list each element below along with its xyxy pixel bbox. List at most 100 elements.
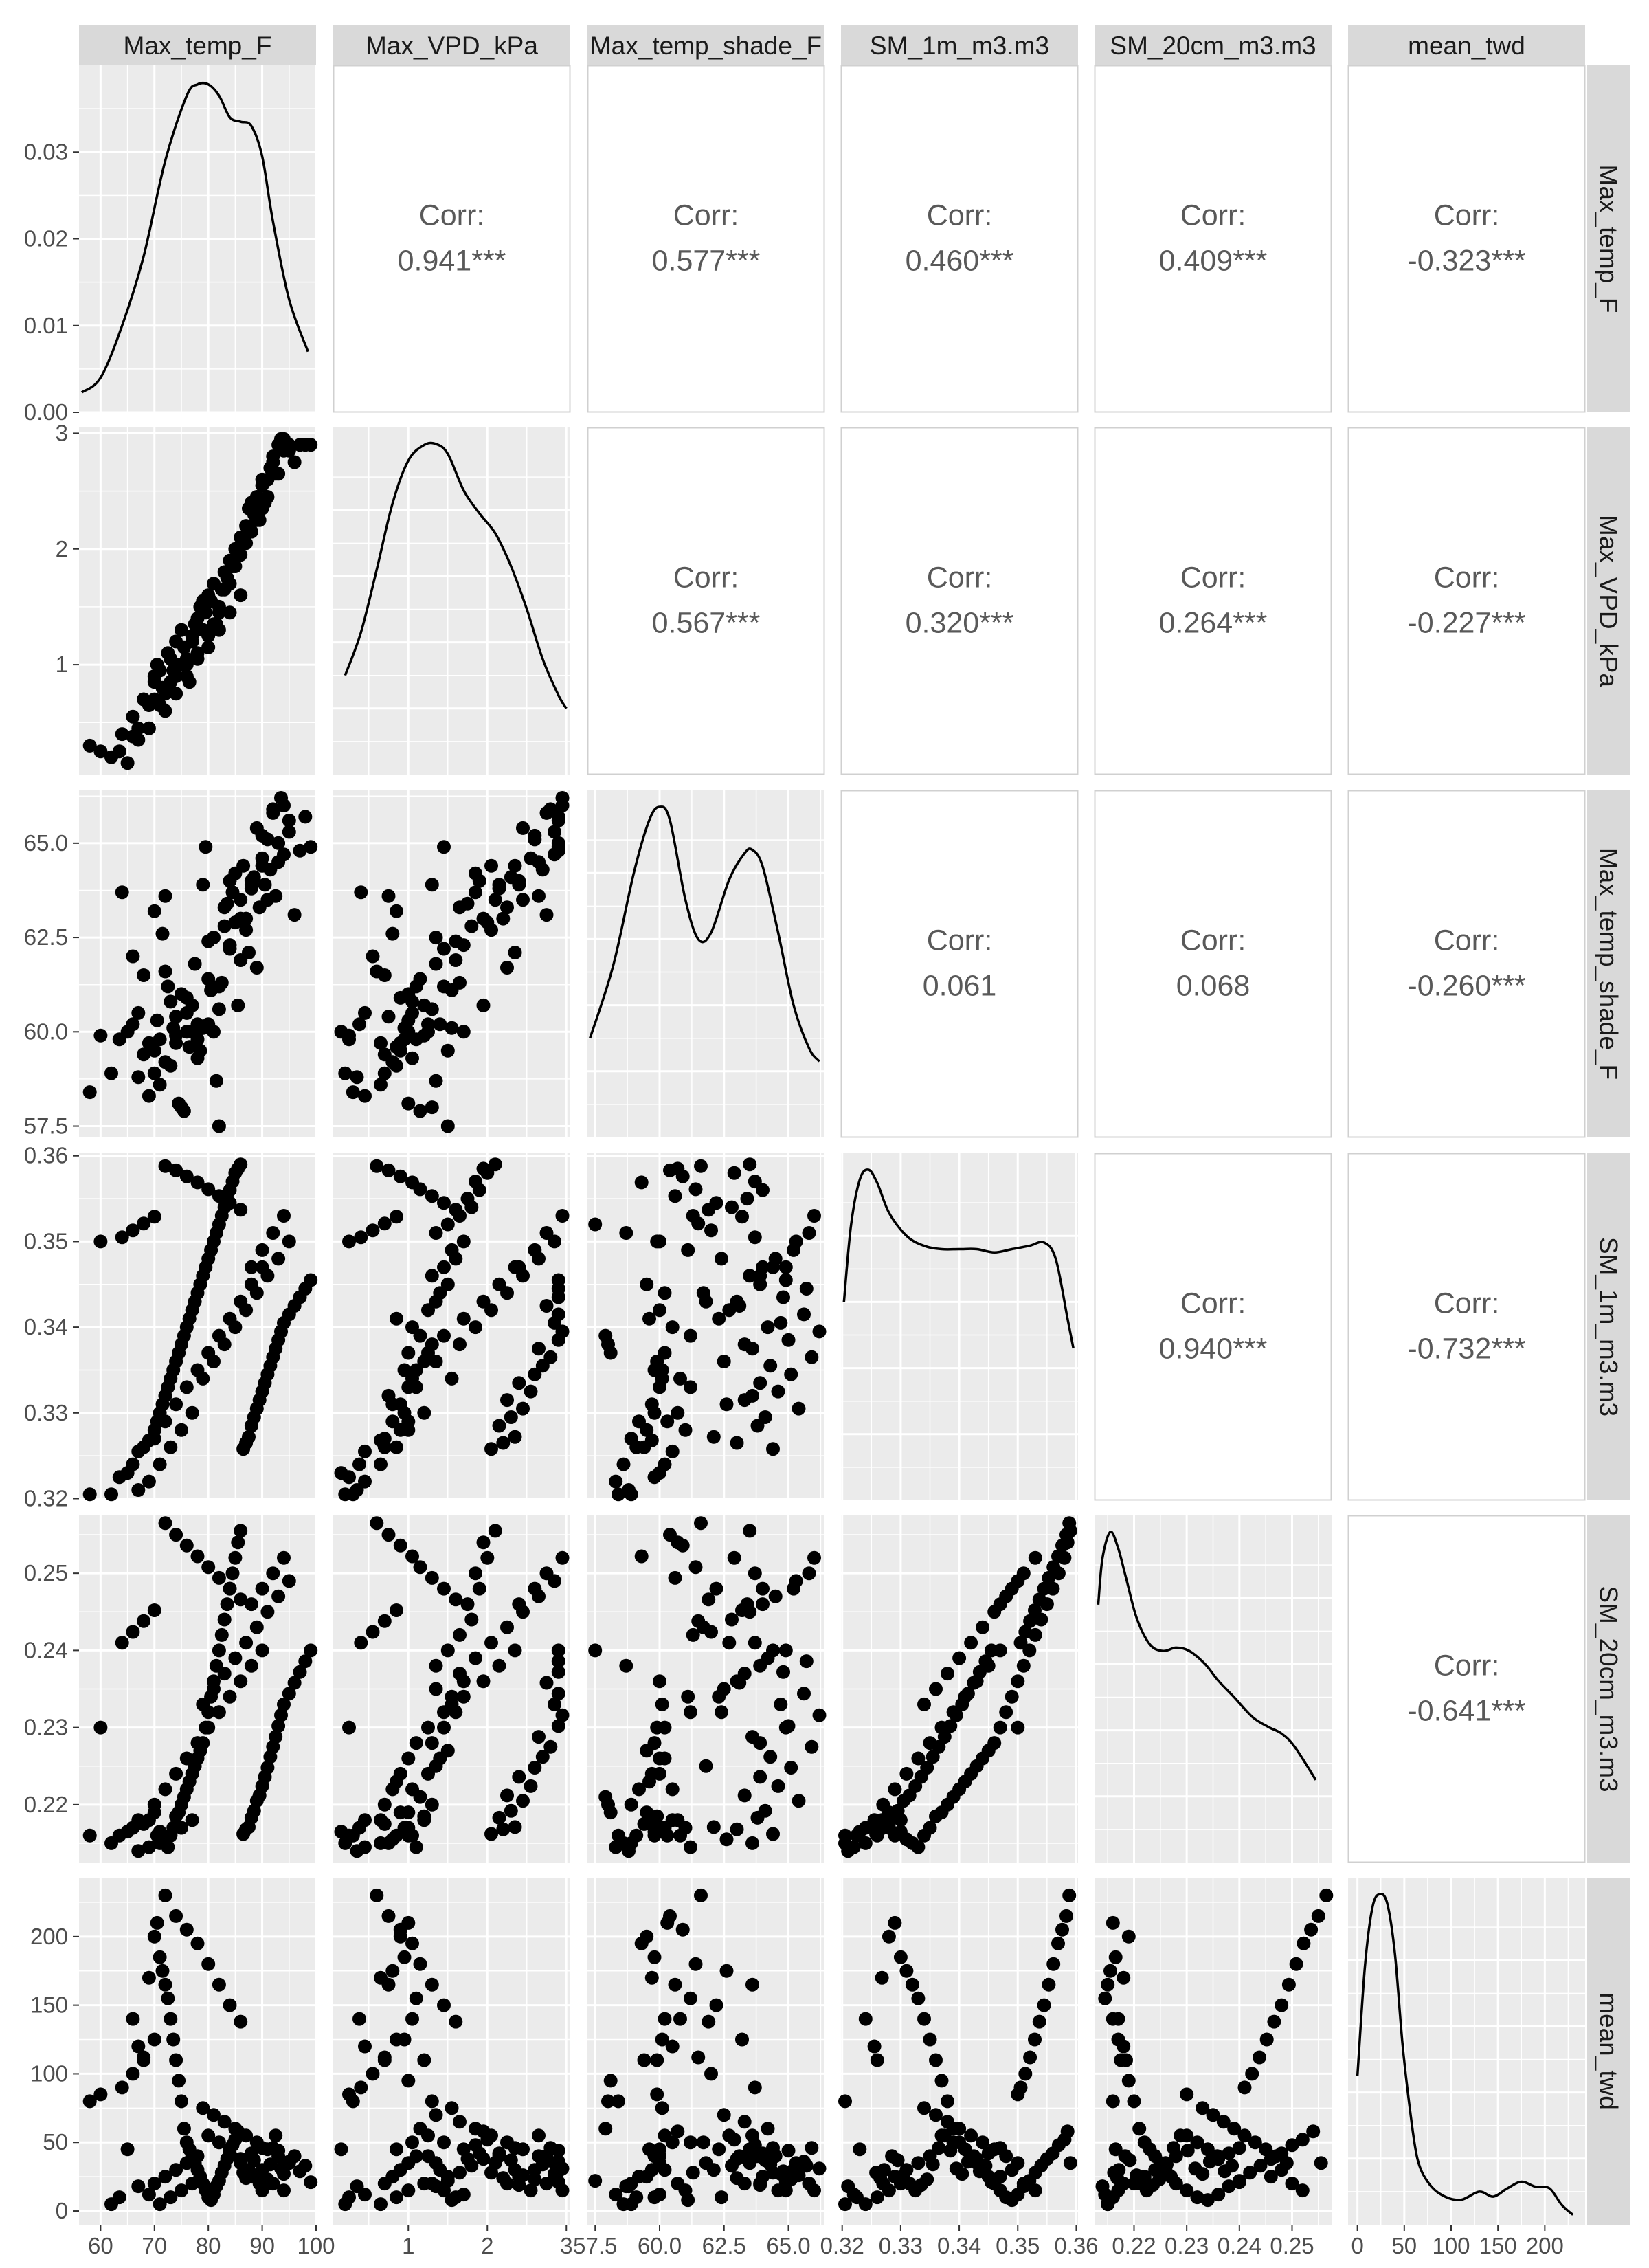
x-tick-label: 90 xyxy=(249,2233,275,2258)
scatter-point xyxy=(725,1200,739,1214)
scatter-point xyxy=(740,1192,754,1206)
scatter-point xyxy=(234,893,248,907)
x-tick-label: 0.32 xyxy=(820,2233,864,2258)
scatter-point xyxy=(841,2179,855,2194)
scatter-point xyxy=(1306,2124,1321,2139)
scatter-point xyxy=(381,1163,396,1177)
scatter-point xyxy=(551,1665,565,1679)
scatter-point xyxy=(374,1457,388,1471)
scatter-point xyxy=(201,1346,216,1360)
scatter-point xyxy=(516,1794,530,1808)
scatter-point xyxy=(681,1243,695,1257)
scatter-point xyxy=(1169,2149,1183,2164)
scatter-point xyxy=(137,692,151,707)
scatter-point xyxy=(882,1929,896,1944)
scatter-point xyxy=(120,2142,135,2157)
scatter-point xyxy=(488,1157,502,1172)
scatter-point xyxy=(644,1766,659,1781)
scatter-point xyxy=(358,2039,372,2054)
scatter-point xyxy=(266,1566,280,1581)
scatter-point xyxy=(1028,1603,1042,1617)
x-tick-label: 100 xyxy=(297,2233,335,2258)
scatter-point xyxy=(766,1442,780,1456)
scatter-point xyxy=(876,2177,890,2191)
scatter-point xyxy=(792,1794,806,1808)
scatter-point xyxy=(393,1766,407,1781)
scatter-point xyxy=(1119,2053,1133,2067)
scatter-point xyxy=(745,1730,759,1744)
scatter-point xyxy=(756,2170,770,2184)
scatter-point xyxy=(500,900,514,915)
scatter-point xyxy=(199,840,213,854)
corr-panel xyxy=(840,427,1079,775)
scatter-point xyxy=(282,1234,296,1249)
scatter-point xyxy=(496,1822,511,1836)
scatter-point xyxy=(727,1166,741,1180)
scatter-point xyxy=(350,1070,364,1085)
scatter-point xyxy=(1190,2190,1204,2205)
scatter-point xyxy=(164,1828,178,1843)
scatter-point xyxy=(131,1844,146,1858)
scatter-point xyxy=(433,1017,447,1032)
scatter-point xyxy=(437,1720,451,1735)
scatter-point xyxy=(476,1535,491,1550)
scatter-point xyxy=(417,2053,431,2067)
scatter-point xyxy=(642,1311,656,1326)
scatter-point xyxy=(551,2144,565,2158)
scatter-point xyxy=(551,1307,565,1322)
scatter-point xyxy=(437,1581,451,1596)
scatter-point xyxy=(381,889,396,903)
scatter-point xyxy=(737,2115,752,2129)
scatter-point xyxy=(354,1636,368,1650)
scatter-point xyxy=(352,1017,366,1032)
scatter-point xyxy=(449,2014,463,2029)
y-tick-label: 0.24 xyxy=(24,1637,68,1663)
scatter-point xyxy=(147,1210,161,1224)
scatter-point xyxy=(244,878,258,892)
scatter-point xyxy=(169,1163,183,1177)
scatter-point xyxy=(1158,2156,1173,2170)
scatter-point xyxy=(370,1159,384,1173)
scatter-point xyxy=(271,2149,286,2164)
scatter-point xyxy=(650,2053,664,2067)
scatter-point xyxy=(1112,2163,1126,2177)
scatter-point xyxy=(516,893,530,907)
scatter-point xyxy=(923,2149,937,2164)
scatter-point xyxy=(429,931,443,945)
scatter-point xyxy=(190,1549,205,1564)
scatter-point xyxy=(528,1581,542,1596)
scatter-point xyxy=(175,2183,188,2198)
corr-label: Corr: xyxy=(927,562,993,594)
scatter-point xyxy=(271,1589,286,1603)
scatter-point xyxy=(405,1005,419,1020)
scatter-point xyxy=(413,1560,427,1575)
scatter-point xyxy=(743,1524,757,1538)
scatter-point xyxy=(784,1367,798,1381)
scatter-point xyxy=(624,1432,638,1446)
scatter-point xyxy=(730,2152,744,2166)
scatter-point xyxy=(401,1025,416,1039)
scatter-point xyxy=(684,1380,697,1394)
scatter-point xyxy=(719,1964,734,1978)
scatter-point xyxy=(385,1964,400,1978)
scatter-point xyxy=(766,2141,780,2155)
scatter-point xyxy=(923,1736,937,1750)
scatter-point xyxy=(82,1487,97,1502)
scatter-point xyxy=(201,629,216,643)
scatter-point xyxy=(920,1761,934,1775)
scatter-point xyxy=(190,1175,205,1190)
scatter-point xyxy=(1062,1888,1077,1902)
scatter-point xyxy=(346,1085,360,1100)
scatter-point xyxy=(673,1371,687,1386)
scatter-point xyxy=(787,1581,800,1596)
scatter-point xyxy=(1032,2014,1046,2029)
scatter-point xyxy=(737,1788,752,1803)
scatter-point xyxy=(1103,1964,1117,1978)
scatter-point xyxy=(93,744,108,759)
y-tick-label: 0.01 xyxy=(24,313,68,338)
scatter-point xyxy=(797,1307,811,1322)
scatter-point xyxy=(401,1423,416,1437)
scatter-point xyxy=(417,2177,431,2191)
scatter-point xyxy=(1059,1909,1073,1923)
scatter-point xyxy=(761,2122,775,2136)
